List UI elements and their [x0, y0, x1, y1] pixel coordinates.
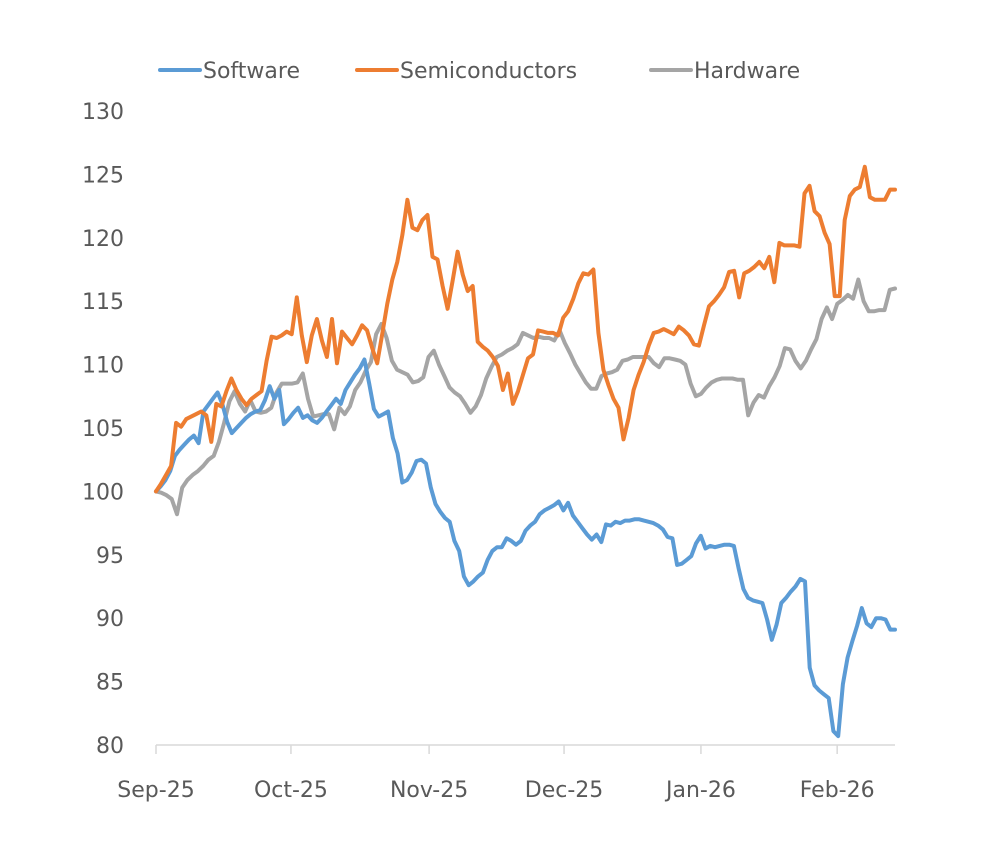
- y-tick-label: 125: [82, 163, 124, 188]
- y-tick-label: 80: [96, 734, 124, 759]
- x-tick-label: Feb-26: [800, 778, 875, 803]
- chart-legend: Software Semiconductors Hardware: [158, 59, 800, 84]
- y-tick-label: 95: [96, 544, 124, 569]
- x-tick-label: Jan-26: [664, 778, 736, 803]
- x-tick-label: Nov-25: [390, 778, 468, 803]
- y-tick-label: 115: [82, 290, 124, 315]
- x-tick-label: Dec-25: [525, 778, 604, 803]
- legend-label-hardware: Hardware: [694, 59, 800, 84]
- series-line-software: [154, 357, 897, 739]
- x-tick-label: Oct-25: [254, 778, 328, 803]
- legend-item-semiconductors: Semiconductors: [355, 59, 577, 84]
- legend-label-semiconductors: Semiconductors: [400, 59, 577, 84]
- series-layer: [154, 164, 897, 739]
- y-tick-label: 85: [96, 671, 124, 696]
- series-line-semiconductors: [154, 164, 897, 494]
- y-tick-label: 90: [96, 607, 124, 632]
- y-tick-label: 130: [82, 100, 124, 125]
- legend-label-software: Software: [203, 59, 300, 84]
- y-axis: 80 85 90 95 100 105 110 115 120 125 130: [82, 100, 124, 759]
- y-tick-label: 105: [82, 417, 124, 442]
- legend-item-software: Software: [158, 59, 300, 84]
- x-axis: Sep-25 Oct-25 Nov-25 Dec-25 Jan-26 Feb-26: [117, 744, 895, 803]
- x-tick-label: Sep-25: [117, 778, 194, 803]
- y-tick-label: 120: [82, 227, 124, 252]
- y-tick-label: 100: [82, 480, 124, 505]
- y-tick-label: 110: [82, 354, 124, 379]
- legend-item-hardware: Hardware: [649, 59, 800, 84]
